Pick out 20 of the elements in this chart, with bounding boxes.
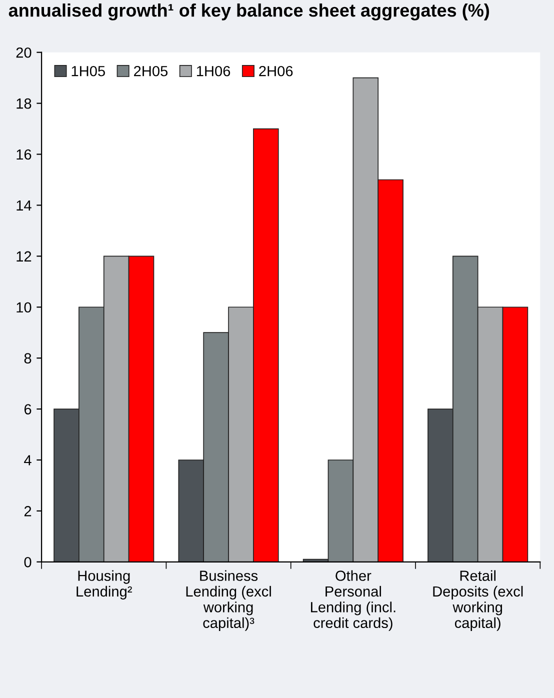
y-tick-label: 2	[24, 506, 32, 516]
legend-label: 2H05	[134, 66, 168, 76]
x-tick-label: Housing Lending²	[76, 570, 132, 600]
x-tick-label: Other Personal Lending (incl. credit cards)	[311, 570, 396, 631]
y-tick-label: 14	[16, 200, 32, 210]
x-tick-label: Retail Deposits (excl working capital)	[433, 570, 523, 631]
legend-label: 1H06	[196, 66, 230, 76]
y-tick-label: 12	[16, 251, 32, 262]
legend-label: 1H05	[72, 66, 105, 76]
y-tick-label: 4	[24, 455, 32, 466]
y-tick-label: 10	[16, 302, 32, 313]
y-tick-label: 6	[24, 404, 32, 414]
y-tick-label: 16	[16, 149, 32, 160]
y-tick-label: 8	[24, 353, 32, 364]
y-tick-label: 18	[16, 98, 32, 109]
x-tick-label: Business Lending (excl working capital)³	[186, 570, 271, 631]
chart-title: annualised growth¹ of key balance sheet aggregates (%)	[8, 3, 490, 20]
y-tick-label: 20	[16, 47, 32, 58]
legend-label: 2H06	[259, 66, 293, 76]
y-tick-label: 0	[24, 556, 32, 568]
